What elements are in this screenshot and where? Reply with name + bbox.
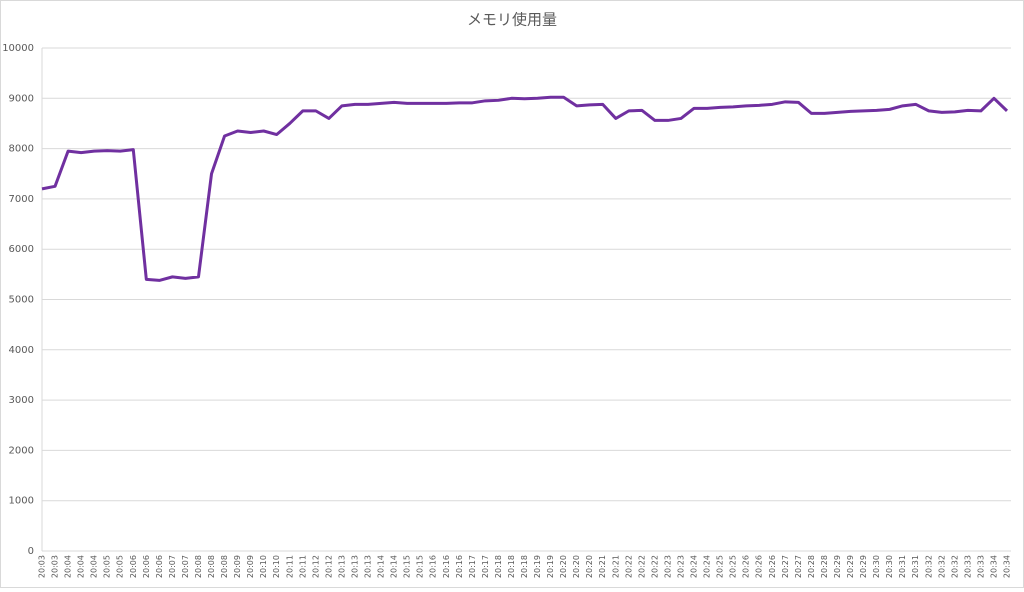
y-tick-label: 9000 bbox=[9, 93, 34, 104]
x-tick-label: 20:17 bbox=[481, 555, 490, 578]
x-tick-label: 20:26 bbox=[742, 555, 751, 578]
x-tick-label: 20:25 bbox=[729, 555, 738, 578]
y-tick-label: 5000 bbox=[9, 295, 34, 306]
x-tick-label: 20:31 bbox=[898, 555, 907, 578]
x-tick-label: 20:34 bbox=[989, 555, 998, 578]
x-tick-label: 20:30 bbox=[872, 555, 881, 578]
x-tick-label: 20:04 bbox=[90, 555, 99, 578]
x-tick-label: 20:22 bbox=[650, 555, 659, 578]
x-tick-label: 20:03 bbox=[51, 555, 60, 578]
x-tick-label: 20:10 bbox=[259, 555, 268, 578]
x-tick-label: 20:07 bbox=[168, 555, 177, 578]
x-tick-label: 20:14 bbox=[390, 555, 399, 578]
x-tick-label: 20:07 bbox=[181, 555, 190, 578]
x-tick-label: 20:32 bbox=[924, 555, 933, 578]
x-tick-label: 20:23 bbox=[676, 555, 685, 578]
x-tick-label: 20:31 bbox=[911, 555, 920, 578]
x-tick-label: 20:27 bbox=[781, 555, 790, 578]
x-tick-label: 20:32 bbox=[937, 555, 946, 578]
x-tick-label: 20:16 bbox=[429, 555, 438, 578]
x-tick-label: 20:04 bbox=[77, 555, 86, 578]
x-tick-label: 20:16 bbox=[455, 555, 464, 578]
x-tick-label: 20:25 bbox=[716, 555, 725, 578]
x-tick-label: 20:15 bbox=[416, 555, 425, 578]
x-tick-label: 20:06 bbox=[129, 555, 138, 578]
x-tick-label: 20:22 bbox=[624, 555, 633, 578]
x-tick-label: 20:05 bbox=[103, 555, 112, 578]
x-tick-label: 20:18 bbox=[494, 555, 503, 578]
x-tick-label: 20:30 bbox=[885, 555, 894, 578]
x-tick-label: 20:09 bbox=[233, 555, 242, 578]
x-tick-label: 20:21 bbox=[611, 555, 620, 578]
x-tick-label: 20:08 bbox=[220, 555, 229, 578]
x-tick-label: 20:03 bbox=[38, 555, 47, 578]
y-tick-label: 6000 bbox=[9, 244, 34, 255]
x-tick-label: 20:19 bbox=[533, 555, 542, 578]
x-tick-label: 20:11 bbox=[285, 555, 294, 578]
y-tick-label: 1000 bbox=[9, 496, 34, 507]
x-tick-label: 20:33 bbox=[963, 555, 972, 578]
chart-title: メモリ使用量 bbox=[467, 11, 557, 29]
x-tick-label: 20:18 bbox=[520, 555, 529, 578]
y-tick-label: 4000 bbox=[9, 345, 34, 356]
x-tick-label: 20:32 bbox=[950, 555, 959, 578]
x-tick-label: 20:28 bbox=[820, 555, 829, 578]
x-tick-label: 20:06 bbox=[155, 555, 164, 578]
x-tick-label: 20:08 bbox=[207, 555, 216, 578]
x-tick-label: 20:04 bbox=[64, 555, 73, 578]
x-tick-label: 20:22 bbox=[637, 555, 646, 578]
x-tick-label: 20:10 bbox=[272, 555, 281, 578]
y-tick-label: 8000 bbox=[9, 144, 34, 155]
x-tick-label: 20:16 bbox=[442, 555, 451, 578]
x-tick-label: 20:12 bbox=[311, 555, 320, 578]
x-tick-label: 20:27 bbox=[794, 555, 803, 578]
line-series bbox=[41, 95, 1009, 282]
x-tick-label: 20:08 bbox=[194, 555, 203, 578]
x-tick-label: 20:18 bbox=[507, 555, 516, 578]
x-tick-label: 20:13 bbox=[337, 555, 346, 578]
x-tick-label: 20:13 bbox=[350, 555, 359, 578]
y-tick-label: 0 bbox=[28, 546, 34, 557]
x-tick-label: 20:29 bbox=[846, 555, 855, 578]
x-tick-label: 20:26 bbox=[755, 555, 764, 578]
x-tick-label: 20:11 bbox=[298, 555, 307, 578]
x-tick-label: 20:20 bbox=[572, 555, 581, 578]
x-tick-label: 20:23 bbox=[663, 555, 672, 578]
x-tick-label: 20:12 bbox=[324, 555, 333, 578]
x-tick-label: 20:19 bbox=[546, 555, 555, 578]
x-tick-label: 20:29 bbox=[833, 555, 842, 578]
x-tick-label: 20:29 bbox=[859, 555, 868, 578]
x-tick-label: 20:20 bbox=[559, 555, 568, 578]
x-tick-label: 20:09 bbox=[246, 555, 255, 578]
x-tick-label: 20:15 bbox=[403, 555, 412, 578]
x-tick-label: 20:26 bbox=[768, 555, 777, 578]
x-tick-label: 20:20 bbox=[585, 555, 594, 578]
x-tick-label: 20:13 bbox=[364, 555, 373, 578]
x-tick-label: 20:17 bbox=[468, 555, 477, 578]
x-tick-label: 20:34 bbox=[1003, 555, 1012, 578]
x-tick-label: 20:05 bbox=[116, 555, 125, 578]
y-tick-label: 3000 bbox=[9, 395, 34, 406]
x-tick-label: 20:28 bbox=[807, 555, 816, 578]
x-tick-label: 20:06 bbox=[142, 555, 151, 578]
x-tick-label: 20:24 bbox=[703, 555, 712, 578]
x-tick-label: 20:14 bbox=[377, 555, 386, 578]
y-tick-label: 10000 bbox=[2, 43, 34, 54]
x-tick-label: 20:33 bbox=[976, 555, 985, 578]
x-tick-label: 20:24 bbox=[690, 555, 699, 578]
y-tick-label: 2000 bbox=[9, 445, 34, 456]
x-tick-label: 20:21 bbox=[598, 555, 607, 578]
y-tick-label: 7000 bbox=[9, 194, 34, 205]
